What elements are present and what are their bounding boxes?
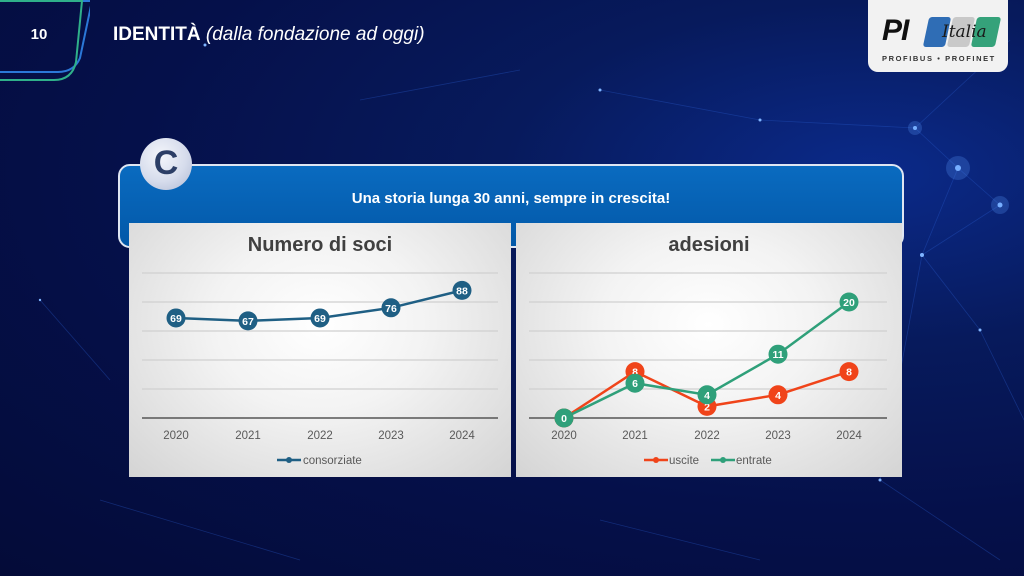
x-axis-tick-label: 2020	[163, 430, 189, 442]
data-label: 6	[632, 378, 638, 390]
page-number: 10	[30, 26, 48, 43]
logo-word: Italia	[942, 22, 987, 42]
chart-numero-soci: Numero di soci 69 67 69 76 88 2020 2021 2022 20…	[129, 223, 511, 477]
data-label: 88	[456, 285, 468, 297]
data-point-marker	[381, 298, 401, 318]
data-label: 8	[846, 367, 852, 379]
logo-mark: PI	[882, 14, 909, 47]
data-label: 20	[843, 297, 855, 309]
logo-tagline: PROFIBUS • PROFINET	[882, 54, 996, 63]
data-label: 76	[385, 303, 397, 315]
data-label: 4	[775, 390, 781, 402]
data-label: 2	[704, 401, 710, 413]
data-point-marker	[697, 385, 717, 405]
x-axis-tick-label: 2023	[765, 430, 791, 442]
page-title: IDENTITÀ (dalla fondazione ad oggi)	[113, 24, 425, 46]
legend-uscite: uscite	[669, 455, 699, 467]
data-point-marker	[166, 308, 186, 328]
data-point-marker	[310, 308, 330, 328]
banner-text: Una storia lunga 30 anni, sempre in cres…	[351, 190, 671, 207]
data-point-marker	[839, 292, 859, 312]
data-point-marker	[238, 311, 258, 331]
data-label: 11	[772, 349, 783, 361]
x-axis-tick-label: 2020	[551, 430, 577, 442]
page-title-subtitle: (dalla fondazione ad oggi)	[205, 24, 425, 45]
data-point-marker	[768, 344, 788, 364]
x-axis-tick-label: 2021	[622, 430, 648, 442]
x-axis-tick-label: 2023	[378, 430, 404, 442]
page-number-badge-frame	[0, 0, 90, 81]
data-label: 69	[170, 313, 182, 325]
chart-plot-area: 69 67 69 76 88 2020 2021 2022 2023 2024 consorzi…	[142, 272, 498, 467]
data-point-marker	[554, 408, 574, 428]
data-label: 0	[561, 413, 567, 425]
chart-title: adesioni	[668, 234, 750, 256]
x-axis-tick-label: 2024	[836, 430, 862, 442]
chart-legend: consorziate	[277, 455, 362, 467]
x-axis-tick-label: 2022	[307, 430, 333, 442]
chart-title: Numero di soci	[247, 234, 393, 256]
page-title-main: IDENTITÀ	[113, 24, 201, 45]
legend-consorziate: consorziate	[303, 455, 362, 467]
data-label: 4	[704, 390, 710, 402]
data-point-marker	[625, 373, 645, 393]
section-badge-c: C	[140, 138, 192, 190]
data-label: 8	[632, 367, 638, 379]
data-point-marker	[768, 385, 788, 405]
data-label: 69	[314, 313, 326, 325]
pi-italia-logo: PI Italia PROFIBUS • PROFINET	[868, 0, 1008, 72]
x-axis-tick-label: 2021	[235, 430, 261, 442]
data-point-marker	[839, 362, 859, 382]
legend-entrate: entrate	[736, 455, 772, 467]
x-axis-tick-label: 2024	[449, 430, 475, 442]
data-label: 67	[242, 316, 254, 328]
data-point-marker	[452, 280, 472, 300]
chart-legend: uscite entrate	[644, 455, 772, 467]
x-axis-tick-label: 2022	[694, 430, 720, 442]
